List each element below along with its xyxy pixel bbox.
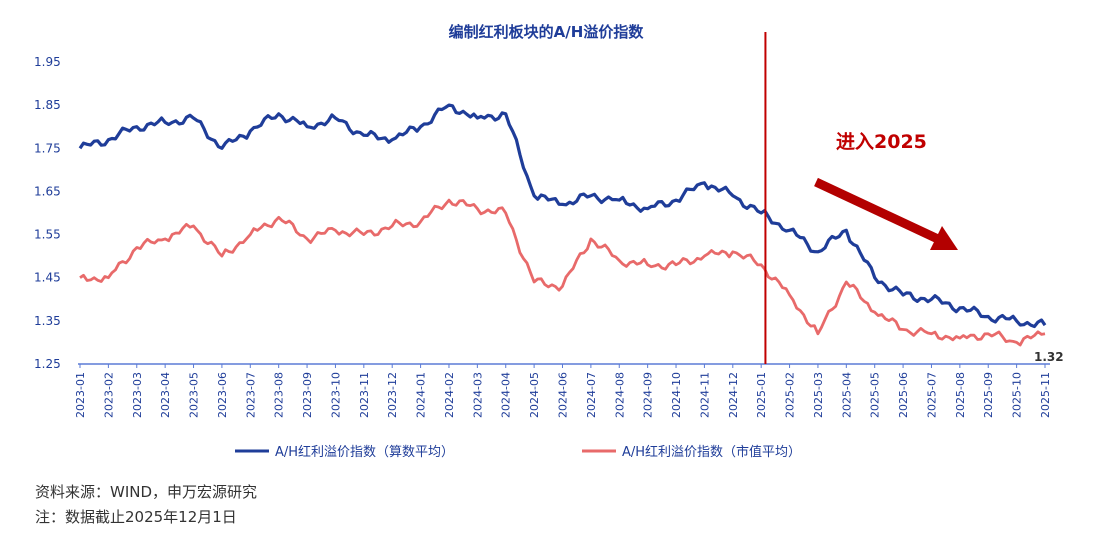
x-tick-label: 2025-03 (812, 372, 825, 418)
series-line-2 (79, 198, 1046, 347)
y-tick-label: 1.65 (34, 184, 61, 198)
x-tick-label: 2023-12 (386, 372, 399, 418)
chart-title: 编制红利板块的A/H溢价指数 (449, 23, 645, 41)
end-label: 1.32 (1034, 350, 1064, 364)
annotation-text: 进入2025 (836, 131, 927, 153)
x-tick-label: 2025-09 (982, 372, 995, 418)
x-tick-label: 2023-09 (301, 372, 314, 418)
legend-label-2: A/H红利溢价指数（市值平均） (622, 444, 801, 460)
x-tick-label: 2023-08 (273, 372, 286, 418)
y-axis-ticks: 1.95 1.85 1.75 1.65 1.55 1.45 1.35 1.25 (34, 55, 61, 371)
y-tick-label: 1.85 (34, 98, 61, 112)
y-tick-label: 1.35 (34, 314, 61, 328)
x-tick-label: 2025-06 (897, 372, 910, 418)
x-tick-label: 2025-10 (1011, 372, 1024, 418)
x-tick-label: 2023-01 (74, 372, 87, 418)
y-tick-label: 1.55 (34, 228, 61, 242)
y-tick-label: 1.95 (34, 55, 61, 69)
legend: A/H红利溢价指数（算数平均） A/H红利溢价指数（市值平均） (235, 444, 801, 460)
x-tick-label: 2025-11 (1039, 372, 1052, 418)
y-tick-label: 1.45 (34, 271, 61, 285)
x-tick-label: 2023-02 (102, 372, 115, 418)
x-tick-label: 2023-06 (216, 372, 229, 418)
series-group (78, 103, 1047, 347)
x-tick-label: 2023-05 (188, 372, 201, 418)
x-tick-label: 2023-07 (244, 372, 257, 418)
x-tick-label: 2025-04 (840, 372, 853, 418)
x-tick-label: 2024-08 (613, 372, 626, 418)
series-line-1 (78, 103, 1047, 329)
trend-arrow (814, 177, 958, 250)
x-tick-label: 2024-06 (557, 372, 570, 418)
chart: 编制红利板块的A/H溢价指数 1.951.851.751.651.551.451… (34, 23, 1064, 460)
x-tick-label: 2023-10 (329, 372, 342, 418)
x-tick-label: 2025-05 (869, 372, 882, 418)
x-tick-label: 2024-10 (670, 372, 683, 418)
data-cutoff-note: 注：数据截止2025年12月1日 (35, 508, 237, 526)
x-axis-ticks: 2023-01 2023-02 2023-03 2023-04 2023-05 2023-… (74, 364, 1052, 418)
x-tick-label: 2025-01 (755, 372, 768, 418)
x-tick-label: 2023-03 (131, 372, 144, 418)
x-tick-label: 2025-07 (925, 372, 938, 418)
x-tick-label: 2023-11 (358, 372, 371, 418)
x-tick-label: 2025-02 (784, 372, 797, 418)
legend-label-1: A/H红利溢价指数（算数平均） (275, 444, 454, 460)
x-tick-label: 2024-03 (471, 372, 484, 418)
x-tick-label: 2024-04 (500, 372, 513, 418)
x-tick-label: 2024-02 (443, 372, 456, 418)
x-tick-label: 2024-05 (528, 372, 541, 418)
x-tick-label: 2024-11 (698, 372, 711, 418)
y-tick-label: 1.75 (34, 141, 61, 155)
x-tick-label: 2023-04 (159, 372, 172, 418)
source-note: 资料来源：WIND，申万宏源研究 (35, 483, 258, 501)
y-tick-label: 1.25 (34, 357, 61, 371)
x-tick-label: 2024-12 (727, 372, 740, 418)
x-tick-label: 2024-09 (642, 372, 655, 418)
x-tick-label: 2024-01 (415, 372, 428, 418)
x-tick-label: 2024-07 (585, 372, 598, 418)
x-tick-label: 2025-08 (954, 372, 967, 418)
